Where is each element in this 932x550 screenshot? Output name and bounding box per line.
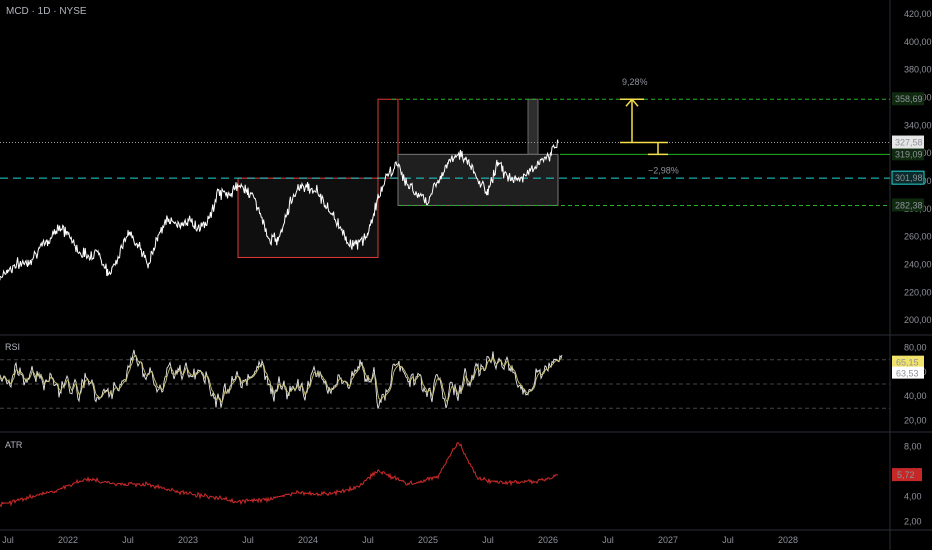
time-tick-label: Jul: [2, 535, 14, 545]
level-price-tag: [892, 198, 924, 212]
level-price-label: 319,09: [895, 149, 923, 159]
range-box-red: [237, 177, 379, 258]
time-tick-label: Jul: [122, 535, 134, 545]
level-price-label: 358,69: [895, 94, 923, 104]
rsi-value-label: 63,53: [896, 369, 919, 379]
level-price-label: 301,98: [895, 173, 923, 183]
time-tick-label: Jul: [482, 535, 494, 545]
price-tick-label: 340,00: [904, 120, 932, 130]
price-tick-label: 220,00: [904, 287, 932, 297]
time-tick-label: Jul: [722, 535, 734, 545]
price-tick-label: 200,00: [904, 315, 932, 325]
time-tick-label: Jul: [242, 535, 254, 545]
rsi-tick-label: 40,00: [904, 391, 927, 401]
last-price-label: 327,58: [895, 138, 923, 148]
level-price-tag: [891, 170, 925, 185]
time-tick-label: 2028: [778, 535, 798, 545]
rsi-line: [0, 349, 563, 409]
chart-title: MCD · 1D · NYSE: [6, 6, 87, 17]
time-tick-label: 2025: [418, 535, 438, 545]
atr-line: [0, 441, 559, 508]
time-tick-label: Jul: [362, 535, 374, 545]
rsi-value-label: 65,15: [896, 358, 919, 368]
price-tick-label: 260,00: [904, 232, 932, 242]
atr-value-tag: [892, 468, 922, 482]
rsi-value-tag: [892, 355, 924, 368]
atr-pane-title: ATR: [5, 440, 23, 450]
time-tick-label: 2024: [298, 535, 318, 545]
price-tick-label: 400,00: [904, 37, 932, 47]
time-tick-label: 2023: [178, 535, 198, 545]
range-box-red: [377, 98, 399, 179]
rsi-signal-line: [0, 355, 563, 403]
measure-arrow: [625, 98, 639, 107]
price-tick-label: 240,00: [904, 259, 932, 269]
rsi-tick-label: 20,00: [904, 415, 927, 425]
time-tick-label: 2022: [58, 535, 78, 545]
time-tick-label: 2026: [538, 535, 558, 545]
time-tick-label: 2027: [658, 535, 678, 545]
level-price-tag: [892, 92, 924, 106]
annotation-up-pct: 9,28%: [622, 77, 648, 87]
range-box-gray-thin: [527, 98, 539, 155]
last-price-tag: [892, 135, 924, 149]
level-price-label: 282,38: [895, 200, 923, 210]
atr-tick-label: 4,00: [904, 492, 922, 502]
price-series-line: [0, 139, 559, 281]
time-tick-label: Jul: [602, 535, 614, 545]
rsi-pane-title: RSI: [5, 342, 20, 352]
price-tick-label: 380,00: [904, 65, 932, 75]
atr-value-label: 5,72: [897, 470, 915, 480]
rsi-value-tag: [892, 366, 924, 379]
annotation-down-pct: −2,98%: [648, 165, 679, 175]
atr-tick-label: 2,00: [904, 517, 922, 527]
atr-tick-label: 8,00: [904, 442, 922, 452]
level-price-tag: [892, 147, 924, 161]
rsi-tick-label: 80,00: [904, 343, 927, 353]
price-tick-label: 420,00: [904, 9, 932, 19]
